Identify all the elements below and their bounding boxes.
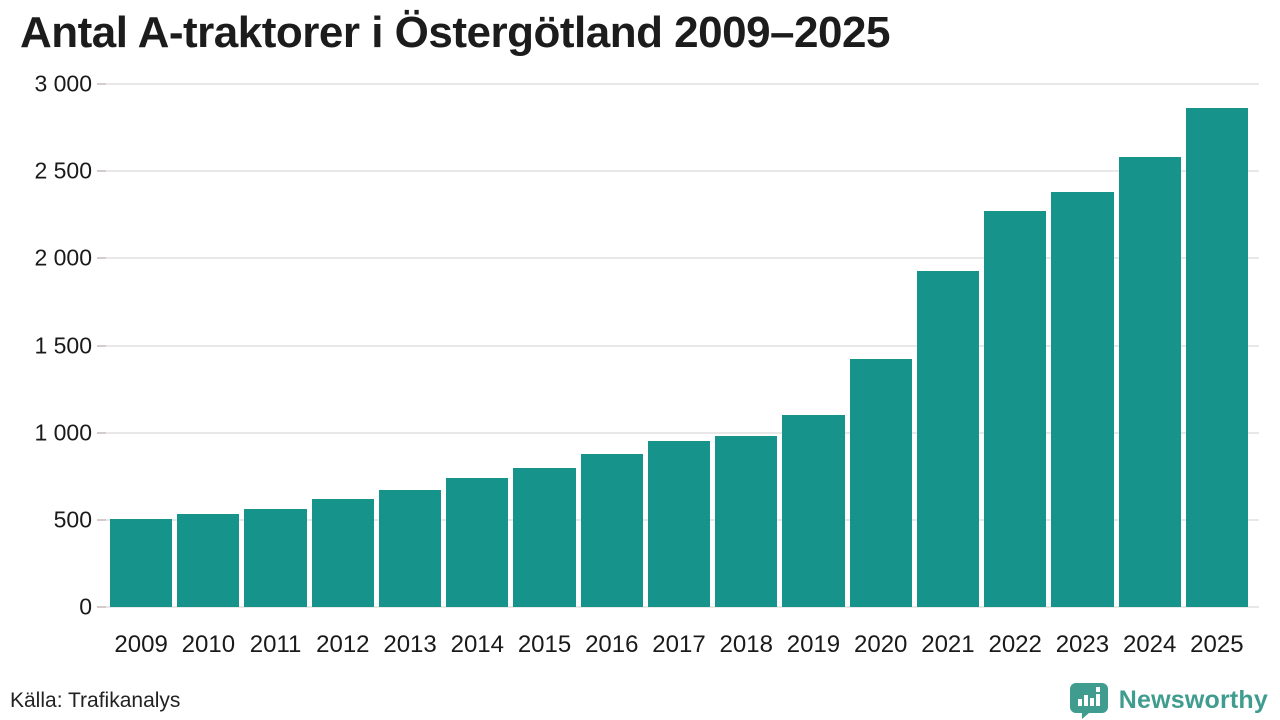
y-axis: 0 500 1 000 1 500 2 000 2 500 3 000 [0,71,96,620]
y-axis-tick [97,83,106,85]
x-axis-tick-label: 2015 [517,631,572,658]
newsworthy-logo: Newsworthy [1069,682,1268,719]
y-axis-tick [97,344,106,347]
x-axis-tick-label: 2012 [316,631,370,658]
x-axis-tick-label: 2024 [1122,631,1177,658]
x-axis-tick-label: 2020 [854,631,908,658]
x-axis-tick-label: 2023 [1055,631,1110,658]
gridline [97,83,1259,85]
bar [782,415,845,607]
x-axis-tick-label: 2025 [1190,631,1244,658]
bar [580,453,643,607]
bar [244,509,307,607]
bar [1051,192,1114,607]
gridline [97,257,1259,260]
gridline [97,606,1259,608]
x-axis-tick-label: 2014 [450,631,504,658]
x-axis-tick-label: 2021 [921,631,975,658]
gridline [97,431,1259,434]
gridline [97,344,1259,347]
x-axis-tick-label: 2017 [652,631,706,658]
y-axis-tick-label: 1 000 [34,419,92,446]
y-axis-tick-label: 500 [53,506,92,533]
x-axis-tick-label: 2016 [585,631,639,658]
y-axis-tick [97,431,106,434]
x-axis-tick-label: 2013 [383,631,437,658]
bar [378,490,442,607]
y-axis-tick [97,257,106,260]
bar [849,359,912,607]
brand-name: Newsworthy [1118,686,1268,714]
x-axis-tick-label: 2019 [786,631,841,658]
bar [984,211,1047,607]
x-axis-tick-label: 2011 [249,631,302,658]
y-axis-tick-label: 3 000 [34,70,92,97]
y-axis-tick-label: 1 500 [34,332,92,358]
bar [446,478,509,607]
bar [1185,107,1248,607]
bar [311,498,374,607]
x-axis-tick-label: 2009 [114,631,168,658]
bar [1118,157,1181,607]
x-axis-tick-label: 2018 [719,631,773,658]
bar [110,518,173,607]
source-note: Källa: Trafikanalys [10,689,181,712]
bar [647,441,711,607]
page-title: Antal A-traktorer i Östergötland 2009–20… [20,8,890,57]
y-axis-tick-label: 0 [79,593,92,620]
gridline [97,170,1259,173]
x-axis-tick-label: 2010 [181,631,236,658]
bar [513,468,576,607]
bars-layer [110,84,1248,607]
x-axis: 2009 2010 2011 2012 2013 2014 2015 2016 2017 2018… [110,631,1248,663]
y-axis-tick-label: 2 000 [34,244,92,271]
plot-area [97,83,1259,608]
newsworthy-speech-bubble-chart-icon [1069,682,1109,719]
x-axis-tick-label: 2022 [988,631,1042,658]
y-axis-tick-label: 2 500 [34,157,92,184]
y-axis-tick [97,170,106,173]
y-axis-tick [97,518,106,521]
y-axis-tick [97,606,106,608]
bar [177,513,240,607]
bar [715,436,778,607]
bar [916,271,980,607]
